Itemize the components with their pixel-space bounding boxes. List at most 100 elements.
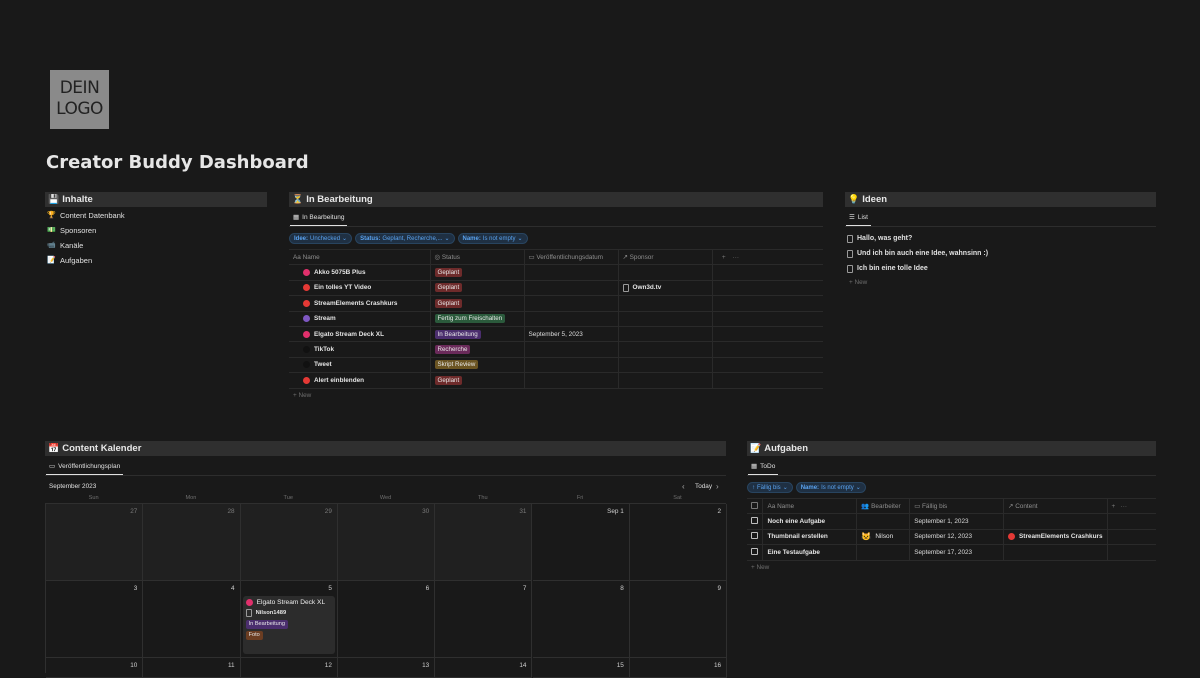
calendar-day[interactable]: 27 xyxy=(46,504,144,581)
inhalte-item-aufgaben[interactable]: 📝 Aufgaben xyxy=(45,253,267,268)
add-column-button[interactable]: + ··· xyxy=(711,248,823,266)
add-column-button[interactable]: + ··· xyxy=(1106,497,1156,515)
table-row[interactable]: Thumbnail erstellen 😺 Nilson September 12, … xyxy=(747,529,1156,546)
cell-status[interactable]: Fertig zum Freischalten xyxy=(429,311,524,327)
cell-status[interactable]: Recherche xyxy=(429,341,524,358)
cell-status[interactable]: In Bearbeitung xyxy=(429,326,524,343)
cell-sponsor[interactable] xyxy=(617,264,712,281)
cell-checkbox[interactable] xyxy=(747,513,763,530)
calendar-day[interactable]: 13 xyxy=(337,658,436,678)
cell-name[interactable]: StreamElements Crashkurs xyxy=(289,295,430,312)
task-checkbox[interactable] xyxy=(751,547,758,555)
calendar-day[interactable]: 2 xyxy=(629,504,728,581)
cell-date[interactable] xyxy=(523,295,618,312)
calendar-day[interactable]: 5 xyxy=(240,581,338,658)
filter-chip[interactable]: Status: Geplant, Recherche,... ⌄ xyxy=(355,233,455,244)
calendar-day[interactable]: 11 xyxy=(143,658,241,678)
calendar-day[interactable]: 4 xyxy=(143,581,241,658)
table-row[interactable]: Noch eine Aufgabe September 1, 2023 xyxy=(747,513,1156,530)
cell-date[interactable] xyxy=(523,357,618,374)
table-row[interactable]: Stream Fertig zum Freischalten xyxy=(289,311,823,327)
idea-item[interactable]: Und ich bin auch eine Idee, wahnsinn :) xyxy=(845,246,1156,261)
cell-date[interactable] xyxy=(523,311,618,327)
cell-content[interactable] xyxy=(1003,544,1108,561)
calendar-day[interactable]: 10 xyxy=(46,658,144,678)
task-checkbox[interactable] xyxy=(751,517,758,525)
cell-sponsor[interactable] xyxy=(617,295,712,312)
ideen-new-button[interactable]: + New xyxy=(849,279,868,286)
idea-item[interactable]: Hallo, was geht? xyxy=(845,231,1156,246)
calendar-day[interactable]: 15 xyxy=(532,658,630,678)
cell-checkbox[interactable] xyxy=(747,529,763,546)
cell-status[interactable]: Geplant xyxy=(429,264,524,281)
cell-name[interactable]: Ein tolles YT Video xyxy=(289,280,430,297)
cell-date[interactable] xyxy=(523,280,618,297)
cell-date[interactable] xyxy=(523,372,618,389)
filter-chip[interactable]: Name: Is not empty ⌄ xyxy=(457,233,528,244)
cell-name[interactable]: Tweet xyxy=(289,357,430,374)
calendar-day[interactable]: 6 xyxy=(337,581,436,658)
column-header-name[interactable]: Aa Name xyxy=(762,497,857,515)
tab-todo[interactable]: ▦ ToDo xyxy=(748,462,779,475)
cell-name[interactable]: Elgato Stream Deck XL xyxy=(289,326,430,343)
column-header-faellig-bis[interactable]: ▭ Fällig bis xyxy=(909,497,1004,515)
tab-list[interactable]: ☰ List xyxy=(846,213,871,226)
column-header-date[interactable]: ▭ Veröffentlichungsdatum xyxy=(523,248,618,266)
in-bearbeitung-new-button[interactable]: + New xyxy=(293,391,312,399)
cell-content[interactable] xyxy=(1003,513,1108,530)
cell-name[interactable]: Noch eine Aufgabe xyxy=(762,513,857,530)
calendar-day[interactable]: 7 xyxy=(435,581,533,658)
calendar-day[interactable]: Sep 1 xyxy=(532,504,630,581)
cell-sponsor[interactable] xyxy=(617,311,712,327)
cell-sponsor[interactable] xyxy=(617,341,712,358)
calendar-day[interactable]: 16 xyxy=(629,658,728,678)
column-header-bearbeiter[interactable]: 👥 Bearbeiter xyxy=(856,497,910,515)
table-row[interactable]: Eine Testaufgabe September 17, 2023 xyxy=(747,544,1156,561)
cell-name[interactable]: TikTok xyxy=(289,341,430,358)
today-button[interactable]: Today xyxy=(695,483,713,490)
calendar-day[interactable]: 29 xyxy=(240,504,338,581)
calendar-day[interactable]: 12 xyxy=(240,658,338,678)
table-row[interactable]: Alert einblenden Geplant xyxy=(289,372,823,389)
cell-date[interactable] xyxy=(523,264,618,281)
cell-faellig-bis[interactable]: September 17, 2023 xyxy=(909,544,1004,561)
table-row[interactable]: StreamElements Crashkurs Geplant xyxy=(289,295,823,312)
table-row[interactable]: Ein tolles YT Video Geplant Own3d.tv xyxy=(289,280,823,297)
cell-faellig-bis[interactable]: September 1, 2023 xyxy=(909,513,1004,530)
cell-status[interactable]: Geplant xyxy=(429,280,524,297)
previous-month-icon[interactable]: ‹ xyxy=(682,482,685,491)
filter-chip[interactable]: Idee: Unchecked ⌄ xyxy=(289,233,353,244)
cell-name[interactable]: Stream xyxy=(289,311,430,327)
select-all-checkbox[interactable] xyxy=(747,497,763,515)
cell-sponsor[interactable] xyxy=(617,357,712,374)
calendar-day[interactable]: 28 xyxy=(143,504,241,581)
column-header-content[interactable]: ↗ Content xyxy=(1003,497,1108,515)
table-row[interactable]: Akko 5075B Plus Geplant xyxy=(289,264,823,281)
next-month-icon[interactable]: › xyxy=(716,482,719,491)
inhalte-item-sponsoren[interactable]: 💵 Sponsoren xyxy=(45,223,267,238)
column-header-sponsor[interactable]: ↗ Sponsor xyxy=(617,248,712,266)
cell-bearbeiter[interactable] xyxy=(856,513,910,530)
cell-date[interactable] xyxy=(523,341,618,358)
column-header-name[interactable]: Aa Name xyxy=(289,248,430,266)
aufgaben-new-button[interactable]: + New xyxy=(751,563,770,571)
task-checkbox[interactable] xyxy=(751,532,758,540)
cell-name[interactable]: Akko 5075B Plus xyxy=(289,264,430,281)
cell-status[interactable]: Skript Review xyxy=(429,357,524,374)
calendar-day[interactable]: 14 xyxy=(435,658,533,678)
cell-name[interactable]: Eine Testaufgabe xyxy=(762,544,857,561)
cell-status[interactable]: Geplant xyxy=(429,295,524,312)
calendar-day[interactable]: 30 xyxy=(337,504,436,581)
calendar-day[interactable]: 9 xyxy=(629,581,728,658)
table-row[interactable]: Elgato Stream Deck XL In Bearbeitung Septe… xyxy=(289,326,823,343)
cell-checkbox[interactable] xyxy=(747,544,763,561)
filter-chip[interactable]: Name: Is not empty ⌄ xyxy=(795,482,866,493)
calendar-day[interactable]: 31 xyxy=(435,504,533,581)
cell-date[interactable]: September 5, 2023 xyxy=(523,326,618,343)
cell-sponsor[interactable] xyxy=(617,372,712,389)
cell-faellig-bis[interactable]: September 12, 2023 xyxy=(909,529,1004,546)
table-row[interactable]: TikTok Recherche xyxy=(289,341,823,358)
idea-item[interactable]: Ich bin eine tolle Idee xyxy=(845,261,1156,276)
cell-bearbeiter[interactable]: 😺 Nilson xyxy=(856,529,910,546)
cell-sponsor[interactable]: Own3d.tv xyxy=(617,280,712,297)
